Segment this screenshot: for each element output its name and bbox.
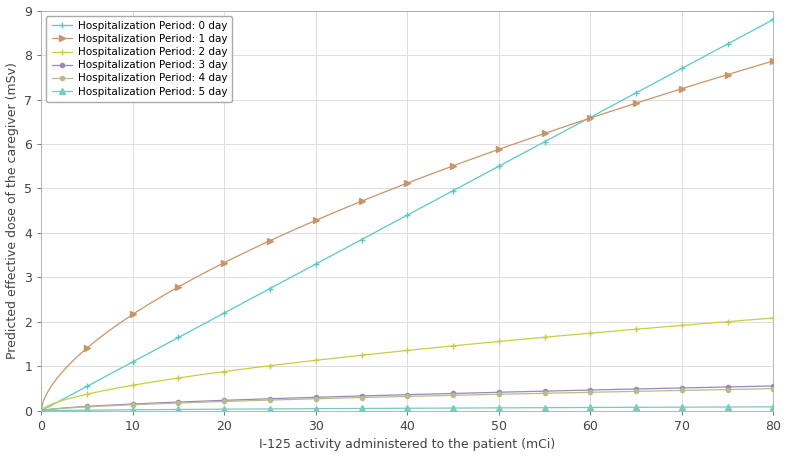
- X-axis label: I-125 activity administered to the patient (mCi): I-125 activity administered to the patie…: [259, 438, 556, 452]
- Y-axis label: Predicted effective dose of the caregiver (mSv): Predicted effective dose of the caregive…: [6, 62, 19, 359]
- Legend: Hospitalization Period: 0 day, Hospitalization Period: 1 day, Hospitalization Pe: Hospitalization Period: 0 day, Hospitali…: [46, 16, 232, 102]
